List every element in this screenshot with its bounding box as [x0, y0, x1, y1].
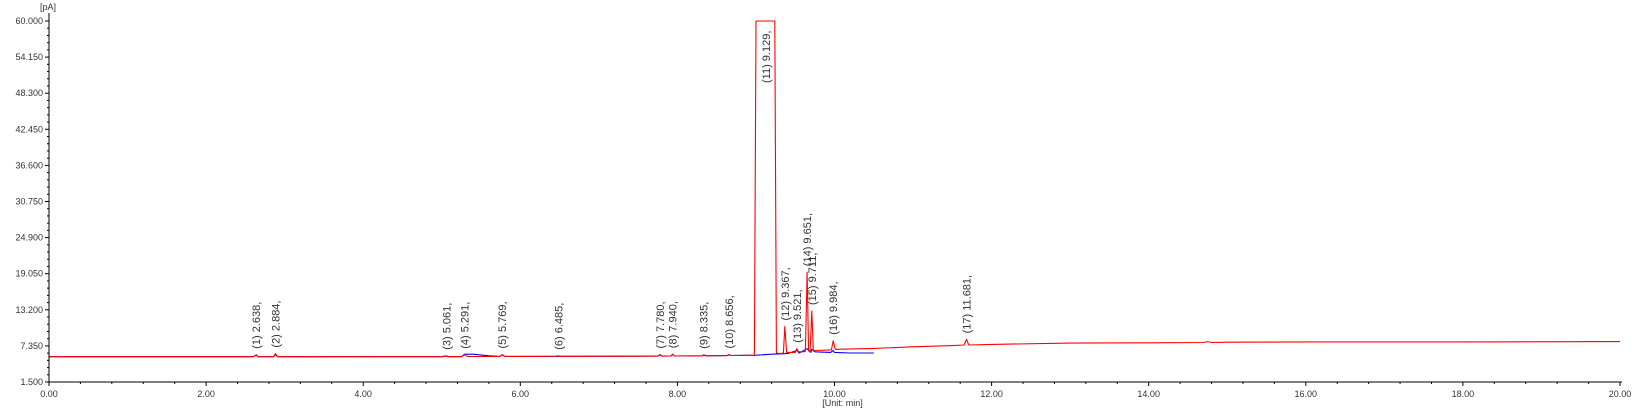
x-tick: 2.00	[197, 382, 333, 399]
y-tick: 42.450	[15, 99, 49, 134]
x-tick: 16.00	[1295, 382, 1432, 399]
x-tick: 20.00	[1609, 382, 1632, 399]
peak-label: (4) 5.291,	[460, 302, 472, 349]
x-tick: 6.00	[512, 382, 647, 399]
peak-label: (5) 5.769,	[497, 301, 509, 348]
peak-labels: (1) 2.638, (2) 2.884, (3) 5.061, (4) 5.291,…	[251, 31, 973, 350]
y-tick-label: 54.150	[15, 52, 43, 62]
y-tick: 48.300	[15, 63, 49, 98]
x-tick-label: 0.00	[40, 389, 58, 399]
x-tick-label: 16.00	[1295, 389, 1318, 399]
y-tick-label: 36.600	[15, 160, 43, 170]
y-tick: 24.900	[15, 208, 49, 243]
x-tick-label: 6.00	[512, 389, 530, 399]
signal-trace	[49, 20, 1621, 358]
x-tick: 12.00	[980, 382, 1118, 399]
x-tick-label: 18.00	[1452, 389, 1475, 399]
axes-ticks: 0.00 2.00 4.00 6.00 8.00 10.00 12.00 14.00 16.00…	[15, 16, 1631, 399]
x-tick: 14.00	[1137, 382, 1275, 399]
x-tick-label: 20.00	[1609, 389, 1632, 399]
peak-label: (10) 8.656,	[724, 295, 736, 348]
peak-label: (8) 7.940,	[668, 301, 680, 348]
y-tick-label: 19.050	[15, 269, 43, 279]
peak-label: (15) 9.711,	[807, 253, 819, 305]
y-tick-label: 24.900	[15, 233, 43, 243]
x-tick-label: 4.00	[354, 389, 372, 399]
x-tick-label: 10.00	[823, 389, 846, 399]
y-tick: 54.150	[15, 27, 49, 62]
y-tick: 13.200	[15, 280, 49, 315]
x-tick-label: 8.00	[669, 389, 687, 399]
peak-label: (11) 9.129,	[761, 31, 773, 83]
y-tick: 30.750	[15, 172, 49, 207]
peak-label: (1) 2.638,	[251, 302, 263, 349]
x-axis-label: [Unit: min]	[822, 398, 863, 408]
peak-label: (17) 11.681,	[962, 275, 974, 334]
peak-label: (9) 8.335,	[699, 302, 711, 349]
x-tick-label: 14.00	[1137, 389, 1160, 399]
y-tick: 7.350	[20, 316, 49, 351]
x-tick: 18.00	[1452, 382, 1590, 399]
y-tick-label: 13.200	[15, 305, 43, 315]
peak-label: (13) 9.521,	[792, 289, 804, 342]
x-tick: 8.00	[669, 382, 804, 399]
y-tick: 19.050	[15, 244, 49, 279]
y-tick: 60.000	[15, 16, 49, 26]
y-tick: 36.600	[15, 136, 49, 170]
y-axis-label: [pA]	[40, 2, 56, 12]
x-tick: 10.00	[823, 382, 961, 399]
y-tick-label: 7.350	[20, 341, 43, 351]
series-layer	[49, 20, 1621, 358]
peak-label: (16) 9.984,	[828, 281, 840, 334]
peak-label: (2) 2.884,	[271, 301, 283, 348]
x-tick-label: 12.00	[980, 389, 1003, 399]
y-tick-label: 42.450	[15, 124, 43, 134]
y-tick-label: 48.300	[15, 88, 43, 98]
peak-label: (7) 7.780,	[655, 301, 667, 348]
peak-label: (6) 6.485,	[553, 303, 565, 350]
y-tick-label: 30.750	[15, 197, 43, 207]
peak-label: (12) 9.367,	[780, 267, 792, 320]
x-tick: 4.00	[354, 382, 490, 399]
peak-label: (3) 5.061,	[442, 303, 454, 350]
y-tick: 1.500	[20, 352, 49, 387]
x-tick-label: 2.00	[197, 389, 215, 399]
peak-label: (14) 9.651,	[802, 213, 814, 266]
y-tick-label: 60.000	[15, 16, 43, 26]
y-tick-label: 1.500	[20, 377, 43, 387]
x-tick: 0.00	[40, 382, 176, 399]
